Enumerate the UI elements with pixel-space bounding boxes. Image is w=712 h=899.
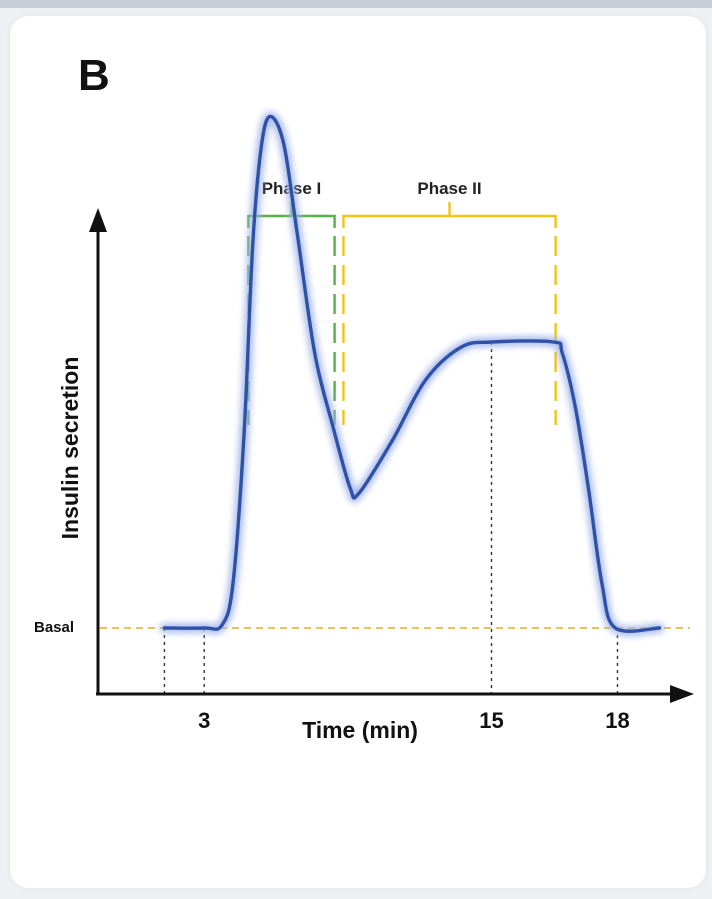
x-tick-label-3: 3 (198, 708, 210, 733)
curve-line (162, 114, 662, 633)
y-axis-title: Insulin secretion (57, 357, 83, 540)
axes (89, 208, 694, 703)
x-axis-arrow (670, 685, 694, 703)
x-tick-label-15: 15 (479, 708, 503, 733)
panel-label: B (78, 51, 110, 100)
x-tick-label-18: 18 (605, 708, 629, 733)
curve-glow (159, 111, 665, 637)
series-insulin-curve (159, 111, 665, 637)
phase-label: Phase II (417, 179, 481, 198)
basal-label: Basal (34, 619, 74, 636)
figure-card (10, 16, 706, 888)
x-axis-title: Time (min) (302, 717, 418, 743)
phase-bracket-2: Phase II (342, 179, 557, 425)
y-axis-arrow (89, 208, 107, 232)
phase-bracket-line (342, 214, 557, 228)
window-top-strip (0, 0, 712, 8)
x-tick-labels: 3 15 18 (198, 708, 630, 733)
guide-lines (163, 342, 619, 694)
